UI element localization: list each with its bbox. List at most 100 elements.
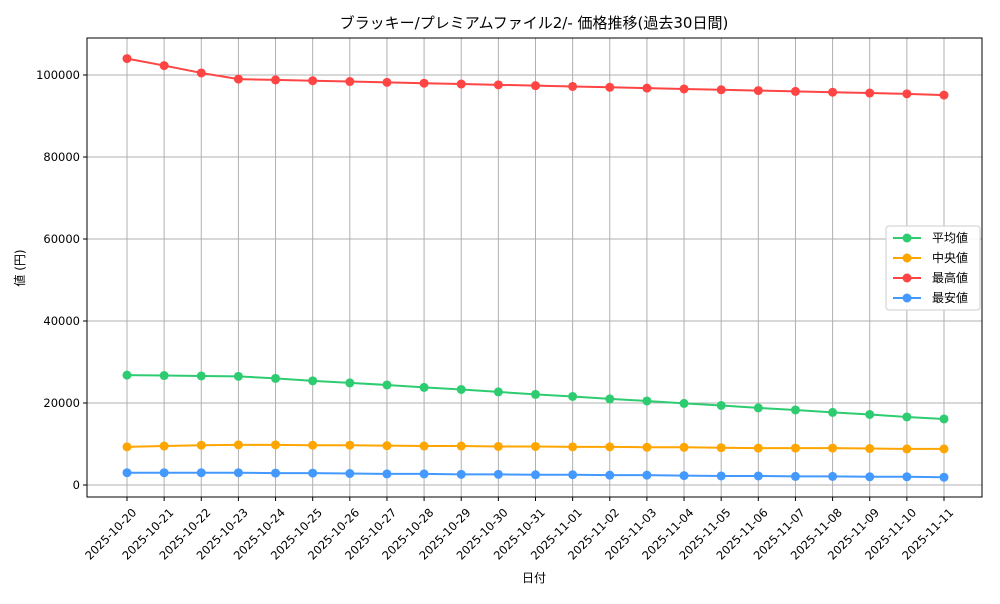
data-point [865,472,875,482]
data-point [716,443,726,453]
data-point [642,442,652,452]
data-point [159,371,169,381]
data-point [716,400,726,410]
data-point [790,405,800,415]
legend-marker [902,233,912,243]
data-point [939,444,949,454]
data-point [790,443,800,453]
data-point [642,470,652,480]
data-point [531,389,540,399]
data-point [308,76,318,86]
data-point [456,384,466,394]
y-tick-label: 100000 [36,68,80,82]
legend-marker [902,293,912,303]
data-point [939,90,949,100]
data-point [493,469,503,479]
data-point [605,82,615,92]
data-point [196,68,206,78]
data-point [456,469,466,479]
data-point [828,471,838,481]
chart-title: ブラッキー/プレミアムファイル2/- 価格推移(過去30日間) [340,14,729,32]
data-point [271,468,281,478]
y-tick-label: 40000 [43,314,80,328]
data-point [865,444,875,454]
data-point [828,87,838,97]
data-point [902,89,912,99]
series-平均値 [122,370,949,424]
plot-frame [86,37,983,498]
legend-label: 最高値 [932,270,968,285]
data-point [345,77,355,87]
data-point [159,441,169,451]
data-point [753,443,763,453]
data-point [233,468,243,478]
data-point [828,407,838,417]
data-point [790,471,800,481]
data-point [939,472,949,482]
x-axis-label: 日付 [522,571,546,585]
data-point [753,403,763,413]
data-point [196,371,206,381]
data-point [493,441,503,451]
data-point [345,440,355,450]
data-point [456,441,466,451]
data-point [865,409,875,419]
data-point [382,469,392,479]
legend-label: 平均値 [932,230,968,245]
data-point [605,442,615,452]
data-point [939,414,949,424]
legend-marker [902,253,912,263]
data-point [679,398,689,408]
data-point [716,471,726,481]
data-point [271,75,281,85]
data-point [122,370,132,380]
data-point [345,469,355,479]
data-point [419,469,429,479]
data-point [159,468,169,478]
data-point [865,88,875,98]
data-point [753,86,763,96]
data-point [568,391,578,401]
data-point [531,81,540,91]
y-axis-label: 値 (円) [12,249,27,286]
data-point [902,472,912,482]
data-point [642,83,652,93]
series-最安値 [122,468,949,482]
data-point [605,394,615,404]
data-point [679,471,689,481]
legend-label: 中央値 [932,250,968,265]
data-point [419,382,429,392]
legend-box [885,225,981,311]
data-point [828,443,838,453]
data-point [568,470,578,480]
data-point [308,440,318,450]
data-point [568,81,578,91]
data-point [419,441,429,451]
data-point [233,74,243,84]
data-point [605,470,615,480]
data-point [271,440,281,450]
data-point [902,412,912,422]
legend-label: 最安値 [932,290,968,305]
data-point [568,442,578,452]
data-point [902,444,912,454]
data-point [716,85,726,95]
y-tick-label: 20000 [43,396,80,410]
y-tick-label: 60000 [43,232,80,246]
data-point [679,84,689,94]
data-point [790,86,800,96]
data-point [419,78,429,88]
data-point [493,80,503,90]
data-point [753,471,763,481]
data-point [122,468,132,478]
data-point [196,440,206,450]
series-最高値 [122,54,949,100]
data-point [159,61,169,71]
data-point [308,376,318,386]
data-point [122,54,132,64]
data-point [382,380,392,390]
series-中央値 [122,440,949,454]
